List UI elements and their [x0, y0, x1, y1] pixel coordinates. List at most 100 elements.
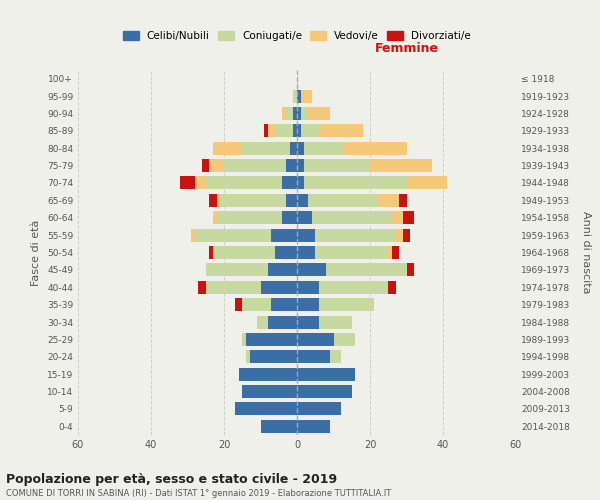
Bar [297, 350, 330, 364]
Y-axis label: Fasce di età: Fasce di età [31, 220, 41, 286]
Bar [217, 194, 220, 207]
Bar [293, 90, 297, 102]
Bar [260, 280, 297, 294]
Bar [297, 90, 301, 102]
Bar [275, 246, 297, 259]
Bar [260, 420, 297, 433]
Bar [311, 211, 392, 224]
Legend: Celibi/Nubili, Coniugati/e, Vedovi/e, Divorziati/e: Celibi/Nubili, Coniugati/e, Vedovi/e, Di… [120, 28, 474, 44]
Bar [268, 264, 297, 276]
Bar [191, 228, 195, 241]
Bar [392, 211, 403, 224]
Bar [220, 194, 286, 207]
Bar [301, 124, 319, 138]
Bar [330, 350, 341, 364]
Bar [235, 402, 297, 415]
Bar [297, 368, 355, 380]
Bar [224, 159, 286, 172]
Bar [297, 124, 301, 138]
Bar [319, 298, 374, 311]
Bar [283, 107, 286, 120]
Bar [395, 228, 403, 241]
Bar [392, 246, 399, 259]
Bar [213, 246, 275, 259]
Bar [250, 350, 297, 364]
Bar [407, 176, 446, 190]
Bar [403, 211, 414, 224]
Bar [297, 142, 304, 154]
Bar [297, 420, 330, 433]
Bar [297, 211, 311, 224]
Bar [297, 107, 301, 120]
Bar [202, 159, 209, 172]
Bar [377, 194, 399, 207]
Bar [297, 333, 334, 346]
Bar [235, 298, 242, 311]
Bar [195, 228, 271, 241]
Bar [206, 264, 268, 276]
Bar [301, 107, 308, 120]
Bar [399, 194, 407, 207]
Bar [407, 264, 414, 276]
Bar [370, 159, 432, 172]
Bar [297, 176, 304, 190]
Bar [242, 298, 271, 311]
Bar [308, 107, 330, 120]
Bar [326, 264, 407, 276]
Bar [315, 246, 388, 259]
Bar [268, 316, 297, 328]
Bar [283, 176, 297, 190]
Bar [304, 176, 407, 190]
Bar [242, 385, 297, 398]
Bar [301, 90, 311, 102]
Bar [180, 176, 195, 190]
Bar [264, 124, 268, 138]
Bar [297, 298, 319, 311]
Bar [246, 350, 250, 364]
Bar [319, 316, 352, 328]
Bar [209, 246, 213, 259]
Bar [286, 159, 297, 172]
Bar [213, 142, 242, 154]
Bar [286, 107, 293, 120]
Bar [388, 246, 392, 259]
Bar [239, 368, 297, 380]
Bar [319, 124, 362, 138]
Bar [297, 264, 326, 276]
Bar [315, 228, 395, 241]
Bar [297, 159, 304, 172]
Bar [297, 194, 308, 207]
Y-axis label: Anni di nascita: Anni di nascita [581, 211, 591, 294]
Bar [242, 142, 290, 154]
Bar [206, 176, 283, 190]
Bar [388, 280, 395, 294]
Bar [217, 211, 283, 224]
Bar [268, 124, 275, 138]
Bar [195, 176, 206, 190]
Bar [286, 194, 297, 207]
Text: Femmine: Femmine [374, 42, 439, 56]
Bar [308, 194, 377, 207]
Bar [297, 280, 319, 294]
Bar [199, 280, 206, 294]
Bar [344, 142, 407, 154]
Bar [257, 316, 268, 328]
Bar [293, 124, 297, 138]
Bar [293, 107, 297, 120]
Bar [297, 402, 341, 415]
Bar [403, 228, 410, 241]
Bar [213, 211, 217, 224]
Bar [242, 333, 246, 346]
Text: Popolazione per età, sesso e stato civile - 2019: Popolazione per età, sesso e stato civil… [6, 472, 337, 486]
Bar [271, 228, 297, 241]
Bar [304, 159, 370, 172]
Bar [206, 280, 260, 294]
Bar [209, 194, 217, 207]
Bar [271, 298, 297, 311]
Bar [319, 280, 388, 294]
Bar [275, 124, 293, 138]
Bar [297, 385, 352, 398]
Bar [283, 211, 297, 224]
Bar [304, 142, 344, 154]
Bar [297, 316, 319, 328]
